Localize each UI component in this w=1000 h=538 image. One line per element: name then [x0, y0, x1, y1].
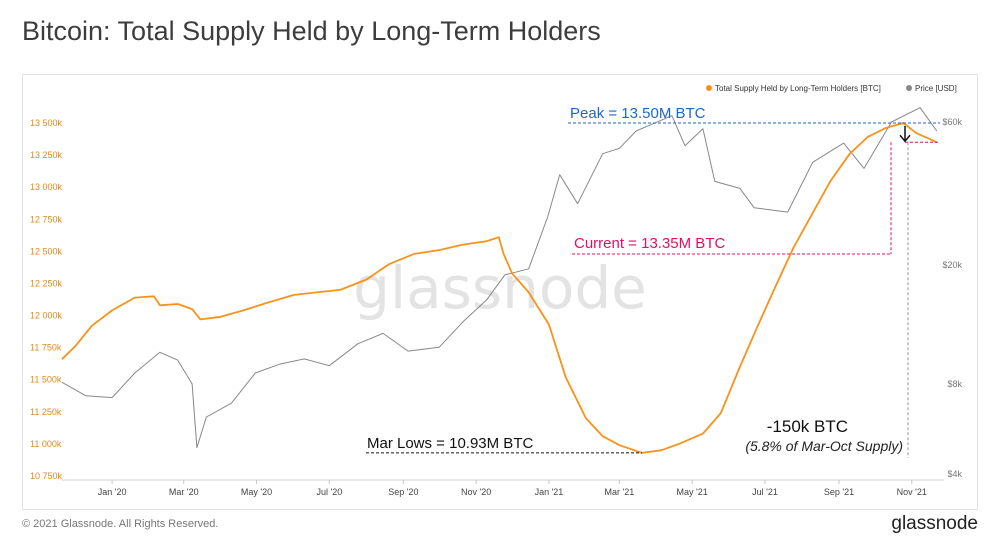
legend-lth-label: Total Supply Held by Long-Term Holders [… — [715, 84, 881, 93]
y-left-tick-label: 12 250k — [30, 278, 63, 288]
watermark: glassnode — [353, 254, 647, 322]
x-tick-label: May '21 — [677, 487, 708, 497]
y-right-tick-label: $20k — [942, 260, 962, 270]
legend-lth-marker — [706, 85, 712, 91]
x-tick-label: Mar '21 — [604, 487, 634, 497]
y-left-tick-label: 12 000k — [30, 311, 63, 321]
drop-arrow-head — [899, 134, 911, 143]
peak-label: Peak = 13.50M BTC — [570, 105, 706, 122]
x-tick-label: Mar '20 — [169, 487, 199, 497]
y-left-tick-label: 10 750k — [30, 471, 63, 481]
x-tick-label: Nov '20 — [461, 487, 491, 497]
x-tick-label: Sep '21 — [824, 487, 854, 497]
x-tick-label: May '20 — [241, 487, 272, 497]
y-left-tick-label: 13 250k — [30, 150, 63, 160]
page-title: Bitcoin: Total Supply Held by Long-Term … — [22, 16, 601, 46]
x-tick-label: Jul '20 — [316, 487, 342, 497]
y-left-tick-label: 11 750k — [30, 343, 62, 353]
lth-supply-series-line — [61, 122, 938, 454]
chart-panel — [22, 74, 978, 510]
y-left-tick-label: 12 750k — [30, 214, 63, 224]
y-left-tick-label: 12 500k — [30, 246, 63, 256]
y-left-tick-label: 11 000k — [30, 439, 62, 449]
current-label: Current = 13.35M BTC — [574, 235, 725, 252]
legend-price-label: Price [USD] — [915, 84, 957, 93]
x-tick-label: Jul '21 — [752, 487, 778, 497]
x-tick-label: Nov '21 — [897, 487, 927, 497]
x-tick-label: Jan '20 — [98, 487, 127, 497]
legend-price-marker — [906, 85, 912, 91]
y-left-tick-label: 11 250k — [30, 407, 62, 417]
y-left-tick-label: 13 000k — [30, 182, 63, 192]
drop-amount-label: -150k BTC — [767, 417, 848, 436]
y-left-tick-label: 11 500k — [30, 375, 62, 385]
price-series-line — [61, 107, 938, 449]
x-tick-label: Sep '20 — [388, 487, 418, 497]
y-right-tick-label: $8k — [947, 379, 962, 389]
drop-note-label: (5.8% of Mar-Oct Supply) — [745, 438, 903, 454]
glassnode-logo: glassnode — [891, 513, 978, 534]
y-left-tick-label: 13 500k — [30, 118, 63, 128]
x-tick-label: Jan '21 — [535, 487, 564, 497]
y-right-tick-label: $4k — [947, 469, 962, 479]
lows-label: Mar Lows = 10.93M BTC — [367, 435, 533, 452]
copyright-text: © 2021 Glassnode. All Rights Reserved. — [22, 518, 219, 530]
y-right-tick-label: $60k — [942, 117, 962, 127]
